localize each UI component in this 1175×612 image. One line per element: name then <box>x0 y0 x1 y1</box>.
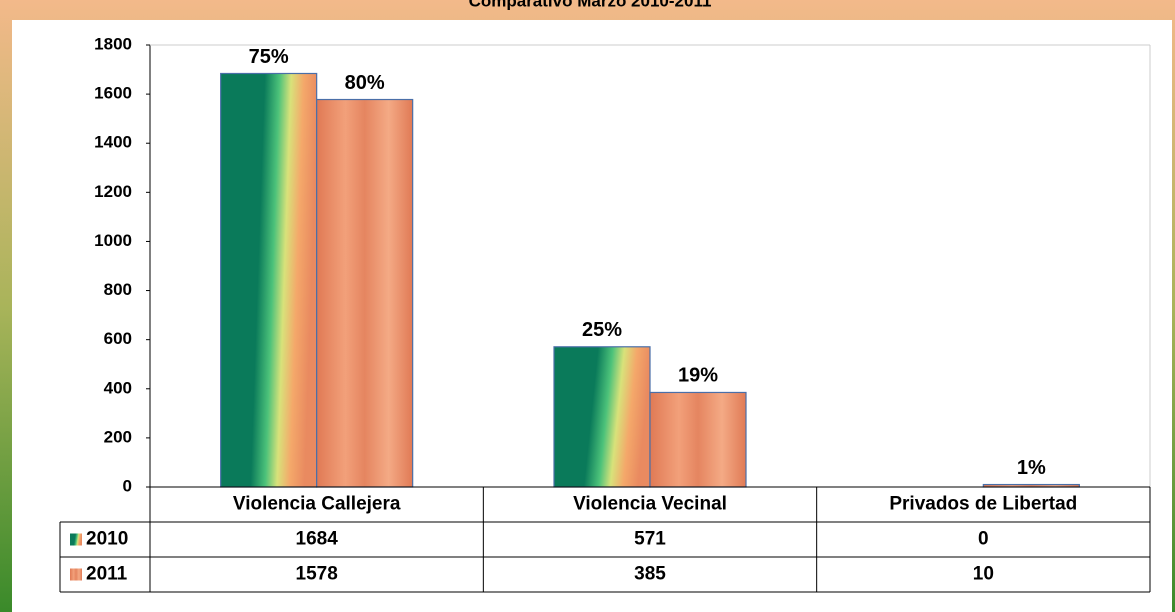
legend-swatch <box>70 568 82 581</box>
x-tick-label: Violencia Vecinal <box>573 494 727 515</box>
y-tick-label: 1800 <box>94 34 132 53</box>
y-tick-label: 0 <box>123 476 132 495</box>
y-tick-label: 1000 <box>94 231 132 250</box>
y-tick-label: 1600 <box>94 84 132 103</box>
bar <box>220 72 318 488</box>
y-tick-label: 1400 <box>94 133 132 152</box>
chart-title: Comparativo Marzo 2010-2011 <box>469 0 712 10</box>
y-tick-label: 800 <box>104 280 132 299</box>
table-value: 1684 <box>296 529 339 550</box>
bar <box>316 98 414 488</box>
background <box>12 20 1172 612</box>
data-label: 25% <box>582 319 622 341</box>
legend-label: 2011 <box>86 564 128 585</box>
table-value: 385 <box>634 564 666 585</box>
legend-label: 2010 <box>86 529 128 550</box>
table-value: 571 <box>634 529 666 550</box>
table-value: 1578 <box>296 564 338 585</box>
legend-swatch <box>70 533 82 546</box>
y-tick-label: 200 <box>104 427 132 446</box>
y-tick-label: 600 <box>104 329 132 348</box>
y-tick-label: 1200 <box>94 182 132 201</box>
data-label: 75% <box>249 46 289 68</box>
data-label: 1% <box>1017 457 1046 479</box>
y-tick-label: 400 <box>104 378 132 397</box>
data-label: 19% <box>678 365 718 387</box>
data-label: 80% <box>345 72 385 94</box>
bar <box>649 391 747 488</box>
bar <box>553 346 651 488</box>
table-value: 10 <box>973 564 994 585</box>
table-value: 0 <box>978 529 989 550</box>
x-tick-label: Privados de Libertad <box>889 494 1077 515</box>
x-tick-label: Violencia Callejera <box>233 494 401 515</box>
